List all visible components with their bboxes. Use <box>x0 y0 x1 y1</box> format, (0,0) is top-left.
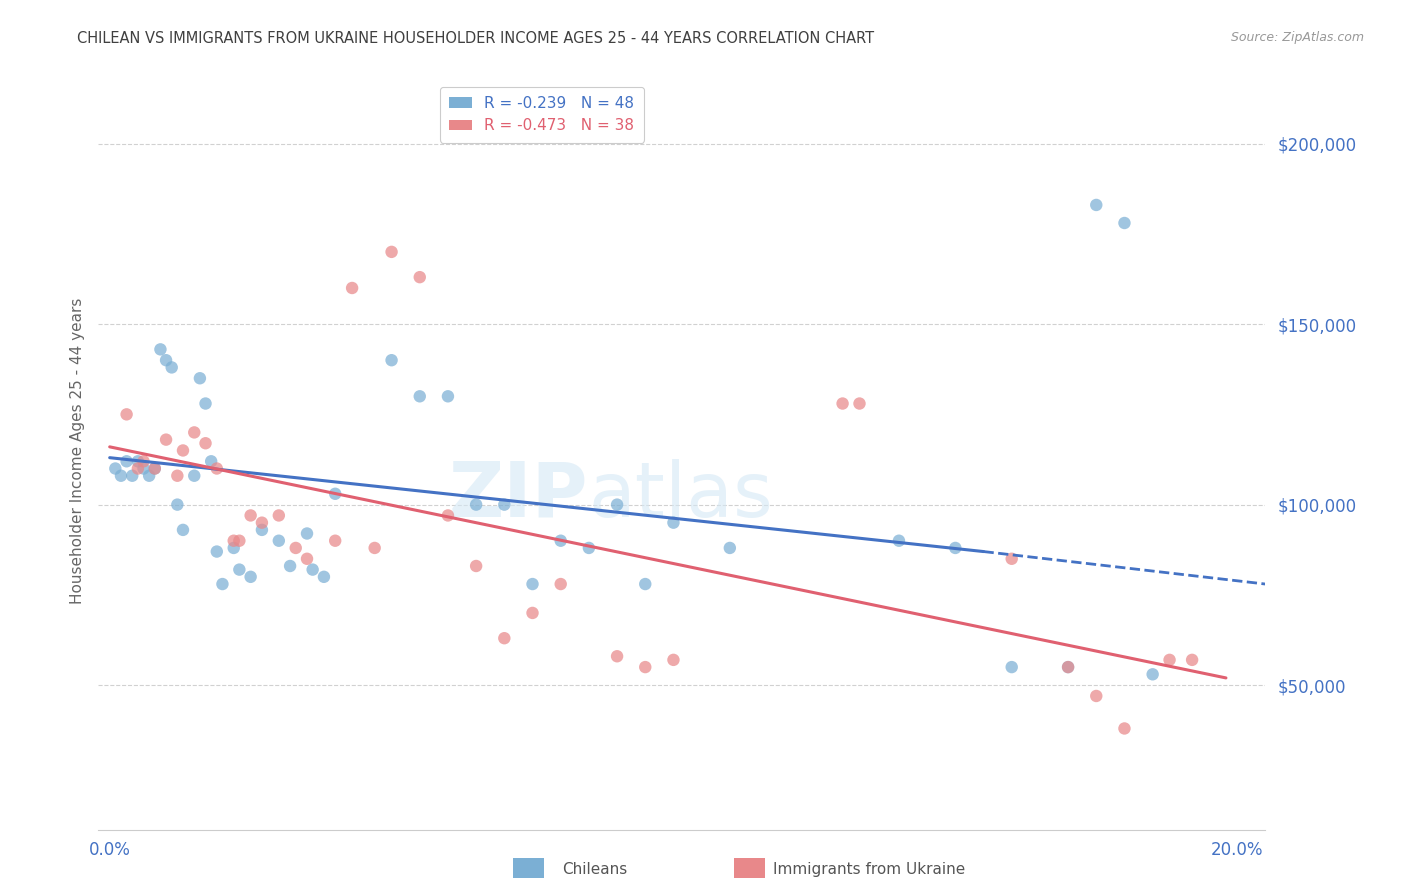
Point <box>250 516 273 530</box>
Point <box>132 454 155 468</box>
Point <box>718 541 741 555</box>
Y-axis label: Householder Income Ages 25 - 44 years: Householder Income Ages 25 - 44 years <box>69 297 84 604</box>
Point <box>1085 198 1108 212</box>
Point <box>409 270 432 285</box>
Point <box>634 660 657 674</box>
Point <box>121 468 143 483</box>
Point <box>205 544 228 558</box>
Point <box>239 570 262 584</box>
Point <box>143 461 166 475</box>
Point <box>606 498 628 512</box>
Point <box>149 343 172 357</box>
Point <box>381 244 404 259</box>
Point <box>1057 660 1080 674</box>
Point <box>127 461 149 475</box>
Point <box>166 498 188 512</box>
Point <box>662 516 685 530</box>
Point <box>228 563 250 577</box>
Point <box>522 577 544 591</box>
Point <box>160 360 183 375</box>
Point <box>578 541 600 555</box>
Point <box>831 396 853 410</box>
Point <box>295 526 318 541</box>
Point <box>550 577 572 591</box>
Point <box>155 353 177 368</box>
Point <box>194 396 217 410</box>
Point <box>267 533 290 548</box>
Text: Source: ZipAtlas.com: Source: ZipAtlas.com <box>1230 31 1364 45</box>
Point <box>138 468 160 483</box>
Point <box>222 533 245 548</box>
Text: Chileans: Chileans <box>562 863 627 877</box>
Point <box>183 425 205 440</box>
Point <box>301 563 323 577</box>
Point <box>606 649 628 664</box>
Point <box>465 498 488 512</box>
Text: Immigrants from Ukraine: Immigrants from Ukraine <box>773 863 966 877</box>
Text: CHILEAN VS IMMIGRANTS FROM UKRAINE HOUSEHOLDER INCOME AGES 25 - 44 YEARS CORRELA: CHILEAN VS IMMIGRANTS FROM UKRAINE HOUSE… <box>77 31 875 46</box>
Point <box>172 523 194 537</box>
Point <box>550 533 572 548</box>
Point <box>132 461 155 475</box>
Point <box>183 468 205 483</box>
Point <box>437 389 460 403</box>
Point <box>155 433 177 447</box>
Point <box>848 396 870 410</box>
Point <box>465 559 488 574</box>
Point <box>143 461 166 475</box>
Point <box>1142 667 1164 681</box>
Point <box>1114 216 1136 230</box>
Point <box>409 389 432 403</box>
Point <box>200 454 222 468</box>
Legend: R = -0.239   N = 48, R = -0.473   N = 38: R = -0.239 N = 48, R = -0.473 N = 38 <box>440 87 644 143</box>
Point <box>323 533 346 548</box>
Point <box>340 281 363 295</box>
Point <box>634 577 657 591</box>
Point <box>363 541 385 555</box>
Point <box>323 487 346 501</box>
Point <box>1114 722 1136 736</box>
Point <box>188 371 211 385</box>
Point <box>194 436 217 450</box>
Point <box>522 606 544 620</box>
Point <box>250 523 273 537</box>
Point <box>166 468 188 483</box>
Point <box>205 461 228 475</box>
Point <box>494 631 516 645</box>
Point <box>228 533 250 548</box>
Point <box>127 454 149 468</box>
Point <box>1057 660 1080 674</box>
Point <box>267 508 290 523</box>
Point <box>312 570 335 584</box>
Point <box>115 454 138 468</box>
Point <box>110 468 132 483</box>
Point <box>437 508 460 523</box>
Point <box>278 559 301 574</box>
Point <box>115 408 138 422</box>
Point <box>662 653 685 667</box>
Point <box>1085 689 1108 703</box>
Point <box>284 541 307 555</box>
Point <box>104 461 127 475</box>
Point <box>943 541 966 555</box>
Point <box>295 551 318 566</box>
Point <box>381 353 404 368</box>
Point <box>1001 660 1024 674</box>
Point <box>222 541 245 555</box>
Text: atlas: atlas <box>589 459 773 533</box>
Point <box>211 577 233 591</box>
Point <box>172 443 194 458</box>
Text: ZIP: ZIP <box>449 459 589 533</box>
Point <box>1181 653 1204 667</box>
Point <box>1159 653 1181 667</box>
Point <box>239 508 262 523</box>
Point <box>494 498 516 512</box>
Point <box>887 533 910 548</box>
Point <box>1001 551 1024 566</box>
